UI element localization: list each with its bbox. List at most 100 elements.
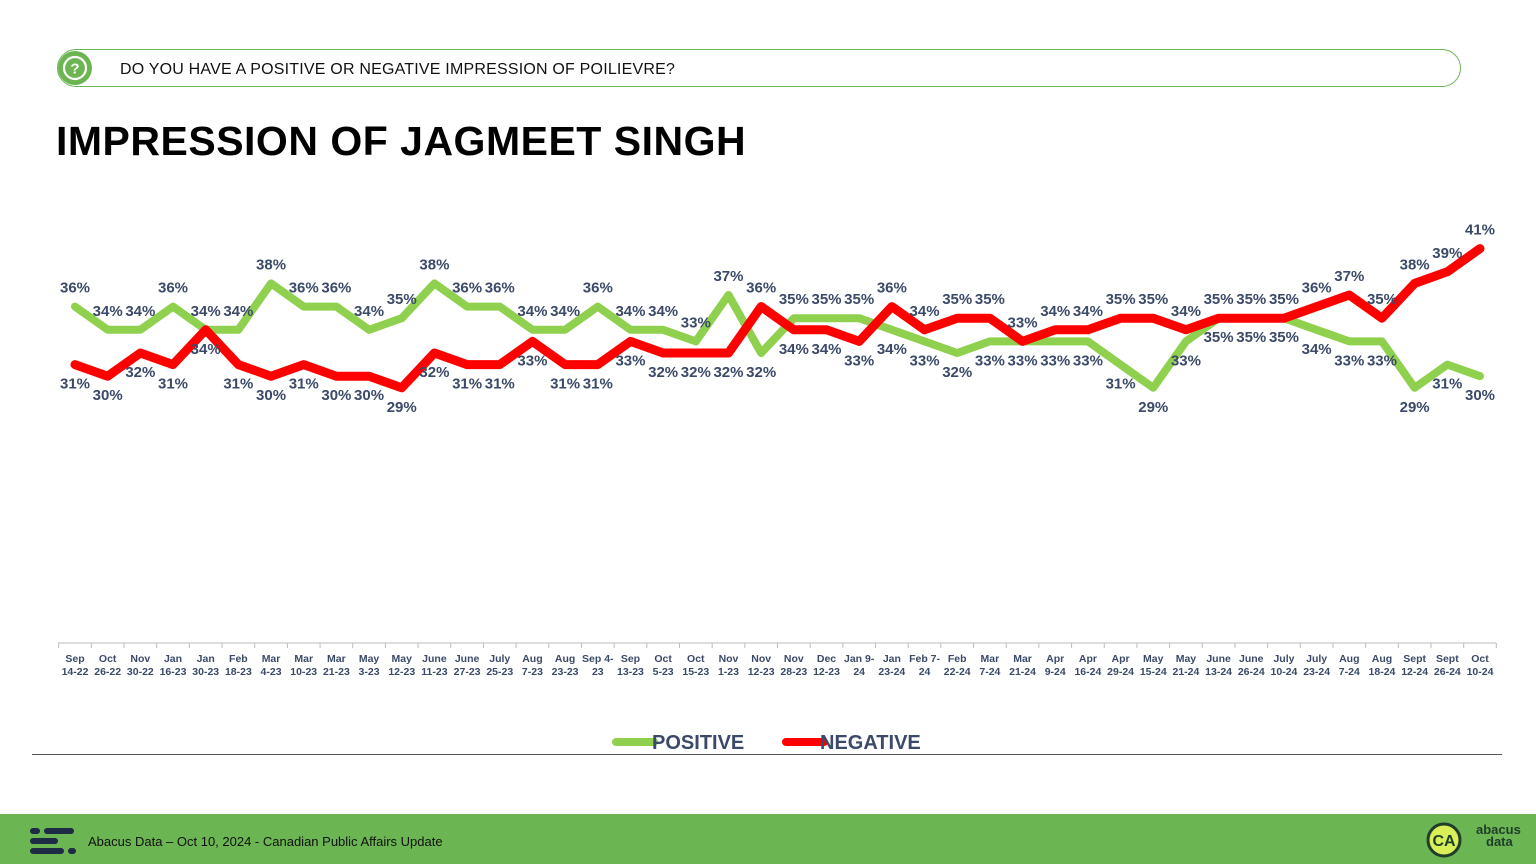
positive-data-label: 33% xyxy=(1171,352,1201,369)
negative-data-label: 35% xyxy=(942,291,972,308)
positive-data-label: 38% xyxy=(256,256,286,273)
negative-data-label: 31% xyxy=(485,376,515,393)
x-tick-label: June 11-23 xyxy=(421,653,447,678)
x-tick-label: July 10-24 xyxy=(1271,653,1298,678)
x-tick-label: Dec 12-23 xyxy=(813,653,840,678)
negative-data-label: 39% xyxy=(1432,245,1462,262)
x-tick-label: Nov 12-23 xyxy=(748,653,775,678)
x-tick-label: Sep 14-22 xyxy=(62,653,89,678)
x-tick-label: Oct 5-23 xyxy=(653,653,674,678)
negative-data-label: 37% xyxy=(1334,268,1364,285)
negative-data-label: 31% xyxy=(158,376,188,393)
positive-data-label: 37% xyxy=(713,268,743,285)
positive-data-label: 34% xyxy=(877,341,907,358)
negative-data-label: 31% xyxy=(452,376,482,393)
page-title: IMPRESSION OF JAGMEET SINGH xyxy=(56,118,747,164)
x-tick-label: Oct 10-24 xyxy=(1467,653,1494,678)
negative-data-label: 31% xyxy=(223,376,253,393)
x-tick-label: Aug 7-24 xyxy=(1339,653,1360,678)
negative-data-label: 31% xyxy=(60,376,90,393)
positive-data-label: 33% xyxy=(1334,352,1364,369)
x-tick-label: Sep 13-23 xyxy=(617,653,644,678)
positive-data-label: 34% xyxy=(615,303,645,320)
positive-data-label: 34% xyxy=(125,303,155,320)
positive-data-label: 34% xyxy=(517,303,547,320)
positive-data-label: 35% xyxy=(1236,291,1266,308)
svg-text:?: ? xyxy=(70,61,79,78)
x-tick-label: Nov 1-23 xyxy=(718,653,739,678)
x-tick-label: Apr 29-24 xyxy=(1107,653,1134,678)
x-tick-label: May 21-24 xyxy=(1173,653,1200,678)
positive-data-label: 36% xyxy=(452,280,482,297)
positive-data-label: 29% xyxy=(1400,399,1430,416)
question-icon: ? xyxy=(58,51,92,85)
abacus-mark-icon xyxy=(30,826,78,859)
negative-data-label: 34% xyxy=(779,341,809,358)
footer-text: Abacus Data – Oct 10, 2024 - Canadian Pu… xyxy=(88,834,443,849)
negative-data-label: 34% xyxy=(811,341,841,358)
positive-data-label: 36% xyxy=(321,280,351,297)
negative-data-label: 30% xyxy=(93,387,123,404)
positive-data-label: 35% xyxy=(1269,291,1299,308)
x-tick-label: Sept 26-24 xyxy=(1434,653,1461,678)
x-tick-label: Nov 30-22 xyxy=(127,653,154,678)
x-tick-label: Apr 16-24 xyxy=(1074,653,1101,678)
x-tick-label: Nov 28-23 xyxy=(780,653,807,678)
x-tick-label: Aug 18-24 xyxy=(1369,653,1396,678)
positive-data-label: 35% xyxy=(844,291,874,308)
positive-data-label: 34% xyxy=(354,303,384,320)
x-tick-label: Mar 10-23 xyxy=(290,653,317,678)
negative-data-label: 36% xyxy=(1302,280,1332,297)
negative-data-label: 35% xyxy=(1106,291,1136,308)
positive-data-label: 35% xyxy=(1204,291,1234,308)
positive-data-label: 29% xyxy=(1138,399,1168,416)
negative-data-label: 31% xyxy=(583,376,613,393)
x-tick-label: Aug 7-23 xyxy=(522,653,543,678)
brand-line2: data xyxy=(1486,834,1513,849)
x-tick-label: Apr 9-24 xyxy=(1045,653,1066,678)
x-tick-label: May 12-23 xyxy=(388,653,415,678)
legend-negative-label: NEGATIVE xyxy=(820,732,921,754)
negative-data-label: 34% xyxy=(1073,303,1103,320)
positive-data-label: 34% xyxy=(550,303,580,320)
x-tick-label: Mar 7-24 xyxy=(979,653,1000,678)
positive-data-label: 34% xyxy=(1302,341,1332,358)
negative-data-label: 32% xyxy=(681,364,711,381)
legend-positive-label: POSITIVE xyxy=(652,732,744,754)
positive-data-label: 33% xyxy=(1367,352,1397,369)
negative-data-label: 38% xyxy=(1400,256,1430,273)
negative-data-label: 32% xyxy=(648,364,678,381)
negative-data-label: 34% xyxy=(1040,303,1070,320)
negative-data-label: 33% xyxy=(517,352,547,369)
x-tick-label: Mar 21-23 xyxy=(323,653,350,678)
x-tick-label: Feb 7-24 xyxy=(909,653,940,678)
x-tick-label: Oct 15-23 xyxy=(682,653,709,678)
x-tick-label: Feb 22-24 xyxy=(944,653,971,678)
negative-data-label: 35% xyxy=(1236,329,1266,346)
positive-data-label: 33% xyxy=(681,314,711,331)
x-tick-label: July 23-24 xyxy=(1303,653,1330,678)
negative-data-label: 30% xyxy=(354,387,384,404)
negative-data-label: 30% xyxy=(321,387,351,404)
positive-data-label: 32% xyxy=(942,364,972,381)
negative-data-label: 33% xyxy=(844,352,874,369)
x-tick-label: June 26-24 xyxy=(1238,653,1265,678)
x-tick-label: Mar 21-24 xyxy=(1009,653,1036,678)
negative-data-label: 32% xyxy=(713,364,743,381)
x-tick-label: Sep 4-23 xyxy=(582,653,614,678)
negative-data-label: 34% xyxy=(191,341,221,358)
negative-data-label: 30% xyxy=(256,387,286,404)
negative-data-label: 31% xyxy=(550,376,580,393)
x-tick-label: May 3-23 xyxy=(359,653,380,678)
positive-data-label: 35% xyxy=(811,291,841,308)
ca-logo-initials: CA xyxy=(1432,833,1456,850)
positive-data-label: 33% xyxy=(910,352,940,369)
x-tick-label: June 27-23 xyxy=(454,653,481,678)
negative-data-label: 34% xyxy=(910,303,940,320)
positive-data-label: 33% xyxy=(1040,352,1070,369)
positive-data-label: 36% xyxy=(289,280,319,297)
ca-logo: CA xyxy=(1424,820,1468,865)
x-tick-label: Jan 16-23 xyxy=(160,653,187,678)
positive-data-label: 31% xyxy=(1432,376,1462,393)
negative-data-label: 35% xyxy=(1367,291,1397,308)
